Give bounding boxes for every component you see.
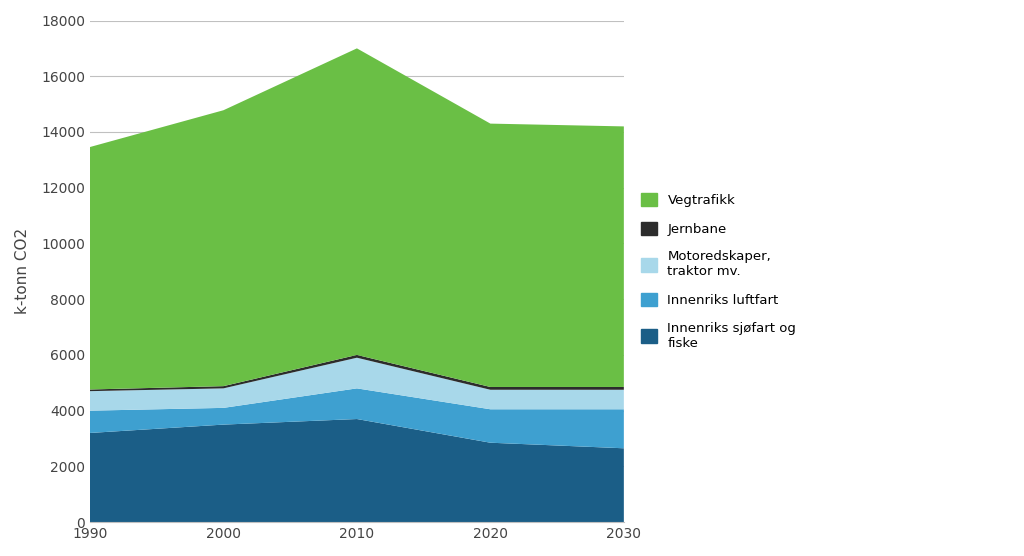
Y-axis label: k-tonn CO2: k-tonn CO2: [15, 229, 30, 314]
Legend: Vegtrafikk, Jernbane, Motoredskaper,
traktor mv., Innenriks luftfart, Innenriks : Vegtrafikk, Jernbane, Motoredskaper, tra…: [636, 188, 802, 355]
